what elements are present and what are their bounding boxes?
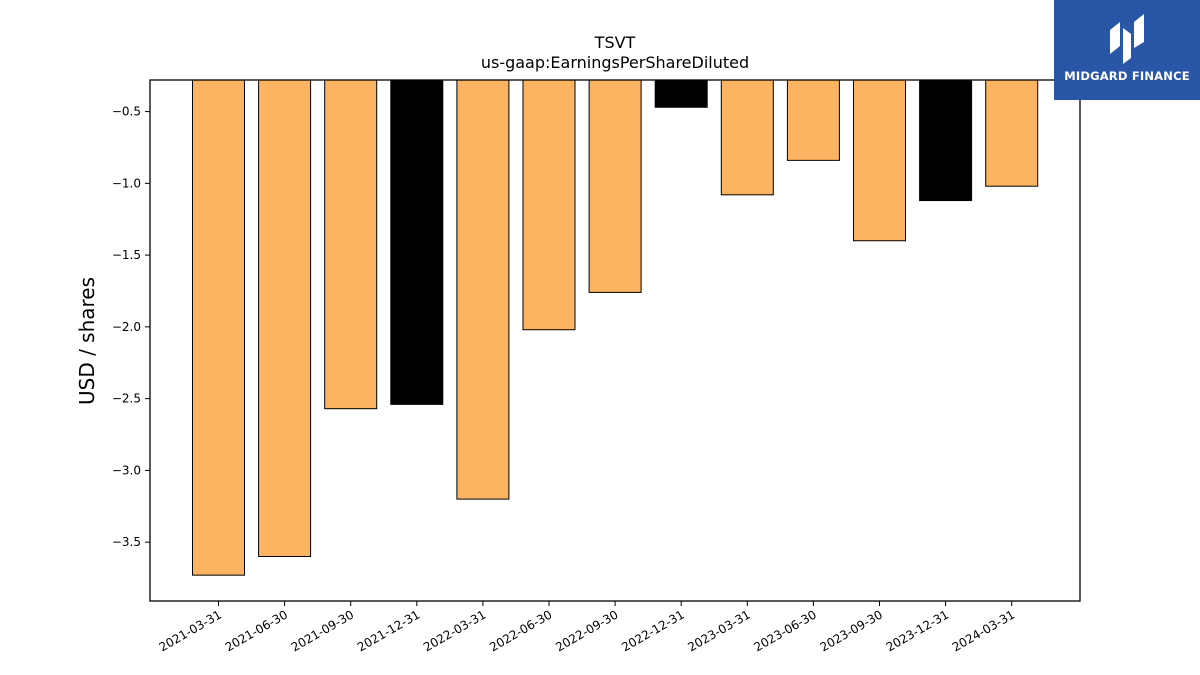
x-tick-label: 2023-06-30 bbox=[751, 607, 818, 654]
bar-2023-06-30 bbox=[786, 79, 840, 161]
x-tick-label: 2021-12-31 bbox=[355, 607, 422, 654]
chart-title: TSVT bbox=[594, 33, 636, 52]
x-tick-label: 2022-06-30 bbox=[487, 607, 554, 654]
bar-2022-06-30 bbox=[522, 79, 576, 331]
y-tick-label: −0.5 bbox=[112, 105, 141, 119]
bar-2024-03-31 bbox=[985, 79, 1039, 187]
bars-group bbox=[192, 79, 1039, 576]
bar-2023-09-30 bbox=[853, 79, 906, 242]
y-tick-label: −1.5 bbox=[112, 248, 141, 262]
y-tick-label: −2.5 bbox=[112, 392, 141, 406]
chart-subtitle: us-gaap:EarningsPerShareDiluted bbox=[481, 53, 749, 72]
y-axis-label: USD / shares bbox=[75, 277, 99, 405]
x-tick-label: 2021-06-30 bbox=[223, 607, 290, 654]
x-tick-label: 2022-09-30 bbox=[553, 607, 620, 654]
x-tick-label: 2022-12-31 bbox=[619, 607, 686, 654]
x-axis-ticks: 2021-03-312021-06-302021-09-302021-12-31… bbox=[157, 601, 1017, 654]
y-tick-label: −3.5 bbox=[112, 535, 141, 549]
x-tick-label: 2023-09-30 bbox=[818, 607, 885, 654]
x-tick-label: 2021-09-30 bbox=[289, 607, 356, 654]
bar-2021-03-31 bbox=[192, 79, 245, 576]
bar-2023-12-31 bbox=[919, 79, 973, 202]
x-tick-label: 2021-03-31 bbox=[157, 607, 224, 654]
x-tick-label: 2024-03-31 bbox=[950, 607, 1017, 654]
bar-2022-12-31 bbox=[654, 79, 708, 108]
bar-2022-03-31 bbox=[456, 79, 510, 500]
y-tick-label: −1.0 bbox=[112, 176, 141, 190]
bar-2021-09-30 bbox=[324, 79, 378, 410]
bar-2023-03-31 bbox=[720, 79, 774, 196]
x-tick-label: 2023-12-31 bbox=[884, 607, 951, 654]
bar-2021-06-30 bbox=[258, 79, 312, 558]
bar-2021-12-31 bbox=[390, 79, 444, 405]
logo-text: MIDGARD FINANCE bbox=[1064, 69, 1190, 83]
y-axis-ticks: −0.5 −1.0 −1.5 −2.0 −2.5 −3.0 −3.5 bbox=[112, 105, 150, 549]
bar-2022-09-30 bbox=[588, 79, 642, 293]
y-tick-label: −2.0 bbox=[112, 320, 141, 334]
midgard-logo-icon bbox=[1110, 14, 1144, 64]
x-tick-label: 2022-03-31 bbox=[421, 607, 488, 654]
y-tick-label: −3.0 bbox=[112, 463, 141, 477]
x-tick-label: 2023-03-31 bbox=[685, 607, 752, 654]
midgard-finance-logo: MIDGARD FINANCE bbox=[1054, 0, 1200, 100]
